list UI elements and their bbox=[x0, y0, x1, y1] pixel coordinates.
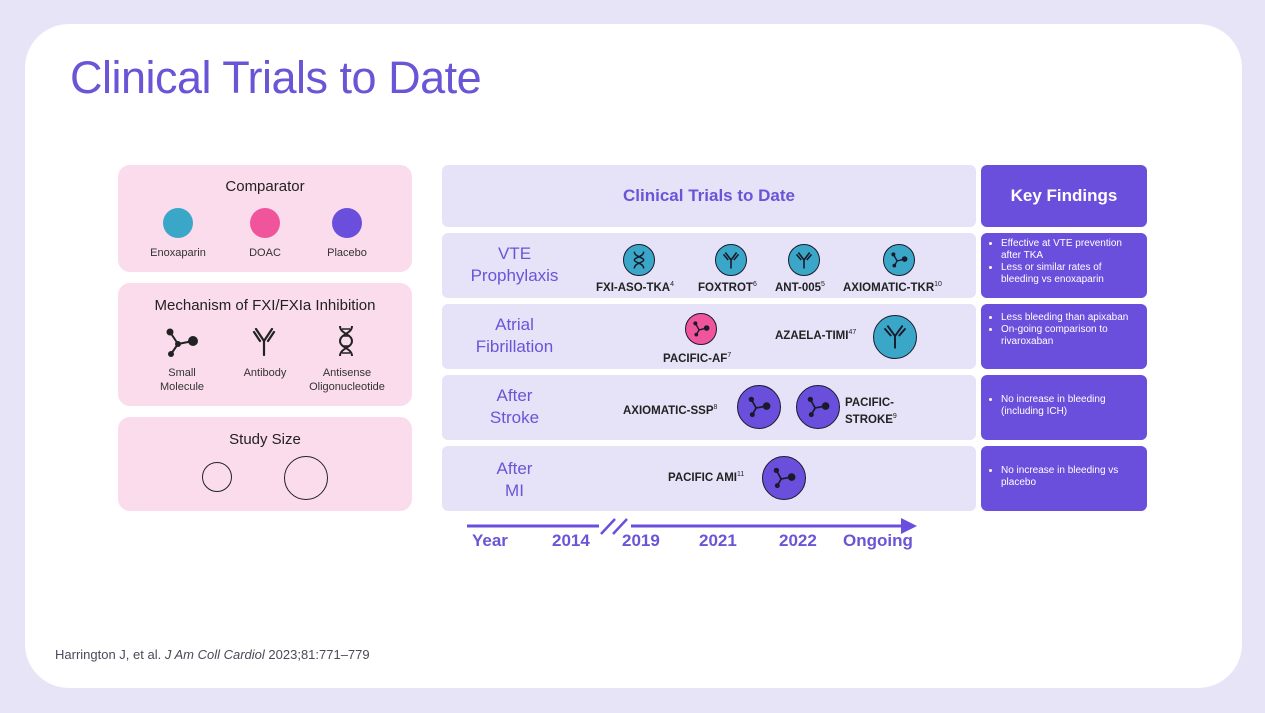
trial-fxi-aso-tka-label: FXI-ASO-TKA4 bbox=[596, 281, 675, 294]
antibody-icon bbox=[252, 327, 276, 357]
dna-icon bbox=[633, 251, 645, 269]
antibody-icon bbox=[795, 252, 813, 269]
timeline-ongoing: Ongoing bbox=[843, 531, 913, 550]
trial-pacific-af-marker bbox=[685, 313, 717, 345]
trial-foxtrot-label: FOXTROT6 bbox=[698, 281, 757, 294]
finding-item: Less bleeding than apixaban bbox=[1001, 312, 1141, 324]
enoxaparin-label: Enoxaparin bbox=[150, 247, 206, 259]
finding-vte: Effective at VTE prevention after TKA Le… bbox=[981, 233, 1147, 298]
placebo-swatch bbox=[332, 208, 362, 238]
finding-item: On-going comparison to rivaroxaban bbox=[1001, 324, 1141, 348]
comparator-title: Comparator bbox=[225, 178, 305, 195]
trial-foxtrot-marker bbox=[715, 244, 747, 276]
trial-pacific-stroke-label: PACIFIC- STROKE9 bbox=[845, 397, 897, 426]
trial-azaela-timi-label: AZAELA-TIMI47 bbox=[775, 329, 857, 342]
row-label-mi: After MI bbox=[496, 459, 533, 500]
trial-pacific-ami-label: PACIFIC AMI11 bbox=[668, 471, 745, 484]
doac-label: DOAC bbox=[249, 247, 281, 259]
finding-item: No increase in bleeding (including ICH) bbox=[1001, 394, 1141, 418]
small-molecule-icon bbox=[748, 396, 771, 418]
key-findings-header-panel: Key Findings bbox=[981, 165, 1147, 227]
page-title: Clinical Trials to Date bbox=[70, 52, 482, 103]
small-molecule-icon bbox=[807, 396, 830, 418]
finding-af: Less bleeding than apixaban On-going com… bbox=[981, 304, 1147, 369]
row-label-vte: VTE Prophylaxis bbox=[470, 244, 559, 285]
small-molecule-icon bbox=[166, 328, 198, 357]
finding-item: Effective at VTE prevention after TKA bbox=[1001, 238, 1141, 262]
row-after-mi: After MI PACIFIC AMI11 bbox=[442, 446, 976, 511]
antisense-label: Antisense Oligonucleotide bbox=[309, 367, 385, 393]
small-molecule-icon bbox=[693, 321, 710, 337]
citation: Harrington J, et al. J Am Coll Cardiol 2… bbox=[55, 647, 370, 662]
trials-header-panel: Clinical Trials to Date bbox=[442, 165, 976, 227]
row-vte-prophylaxis: VTE Prophylaxis FXI-ASO-TKA4 FOXTROT6 ANT… bbox=[442, 233, 976, 298]
placebo-label: Placebo bbox=[327, 247, 367, 259]
small-molecule-icon bbox=[773, 467, 796, 489]
timeline-2014: 2014 bbox=[552, 531, 590, 550]
trial-pacific-af-label: PACIFIC-AF7 bbox=[663, 352, 732, 365]
row-atrial-fibrillation: Atrial Fibrillation PACIFIC-AF7 AZAELA-TI… bbox=[442, 304, 976, 369]
timeline-2021: 2021 bbox=[699, 531, 737, 550]
trial-ant-005-marker bbox=[788, 244, 820, 276]
antibody-icon bbox=[883, 324, 907, 349]
comparator-legend: Comparator Enoxaparin DOAC Placebo bbox=[118, 165, 412, 272]
trial-pacific-ami-marker bbox=[762, 456, 806, 500]
mechanism-title: Mechanism of FXI/FXIa Inhibition bbox=[154, 297, 376, 314]
finding-item: No increase in bleeding vs placebo bbox=[1001, 465, 1141, 489]
trial-fxi-aso-tka-marker bbox=[623, 244, 655, 276]
trial-axiomatic-tkr-label: AXIOMATIC-TKR10 bbox=[843, 281, 942, 294]
finding-mi: No increase in bleeding vs placebo bbox=[981, 446, 1147, 511]
trial-pacific-stroke-marker bbox=[796, 385, 840, 429]
large-study-circle bbox=[284, 456, 328, 500]
trials-header: Clinical Trials to Date bbox=[623, 186, 795, 205]
finding-item: Less or similar rates of bleeding vs eno… bbox=[1001, 262, 1141, 286]
small-molecule-label: Small Molecule bbox=[159, 367, 205, 393]
trial-azaela-timi-marker bbox=[873, 315, 917, 359]
antibody-icon bbox=[722, 252, 740, 269]
finding-stroke: No increase in bleeding (including ICH) bbox=[981, 375, 1147, 440]
row-label-stroke: After Stroke bbox=[489, 386, 540, 427]
trial-axiomatic-tkr-marker bbox=[883, 244, 915, 276]
enoxaparin-swatch bbox=[163, 208, 193, 238]
row-after-stroke: After Stroke AXIOMATIC-SSP8 PACIFIC- STRO… bbox=[442, 375, 976, 440]
timeline-2019: 2019 bbox=[622, 531, 660, 550]
doac-swatch bbox=[250, 208, 280, 238]
study-size-legend: Study Size bbox=[118, 417, 412, 511]
timeline-arrow bbox=[467, 517, 917, 535]
study-size-title: Study Size bbox=[229, 431, 301, 448]
dna-icon bbox=[338, 325, 354, 357]
small-molecule-icon bbox=[891, 252, 908, 268]
timeline-2022: 2022 bbox=[779, 531, 817, 550]
key-findings-header: Key Findings bbox=[1010, 186, 1118, 205]
row-label-af: Atrial Fibrillation bbox=[475, 315, 554, 356]
trial-axiomatic-ssp-marker bbox=[737, 385, 781, 429]
antibody-label: Antibody bbox=[243, 367, 287, 379]
trial-ant-005-label: ANT-0055 bbox=[775, 281, 825, 294]
mechanism-legend: Mechanism of FXI/FXIa Inhibition Small Mo… bbox=[118, 283, 412, 406]
small-study-circle bbox=[202, 462, 232, 492]
timeline-year-label: Year bbox=[472, 531, 508, 550]
trial-axiomatic-ssp-label: AXIOMATIC-SSP8 bbox=[623, 404, 718, 417]
